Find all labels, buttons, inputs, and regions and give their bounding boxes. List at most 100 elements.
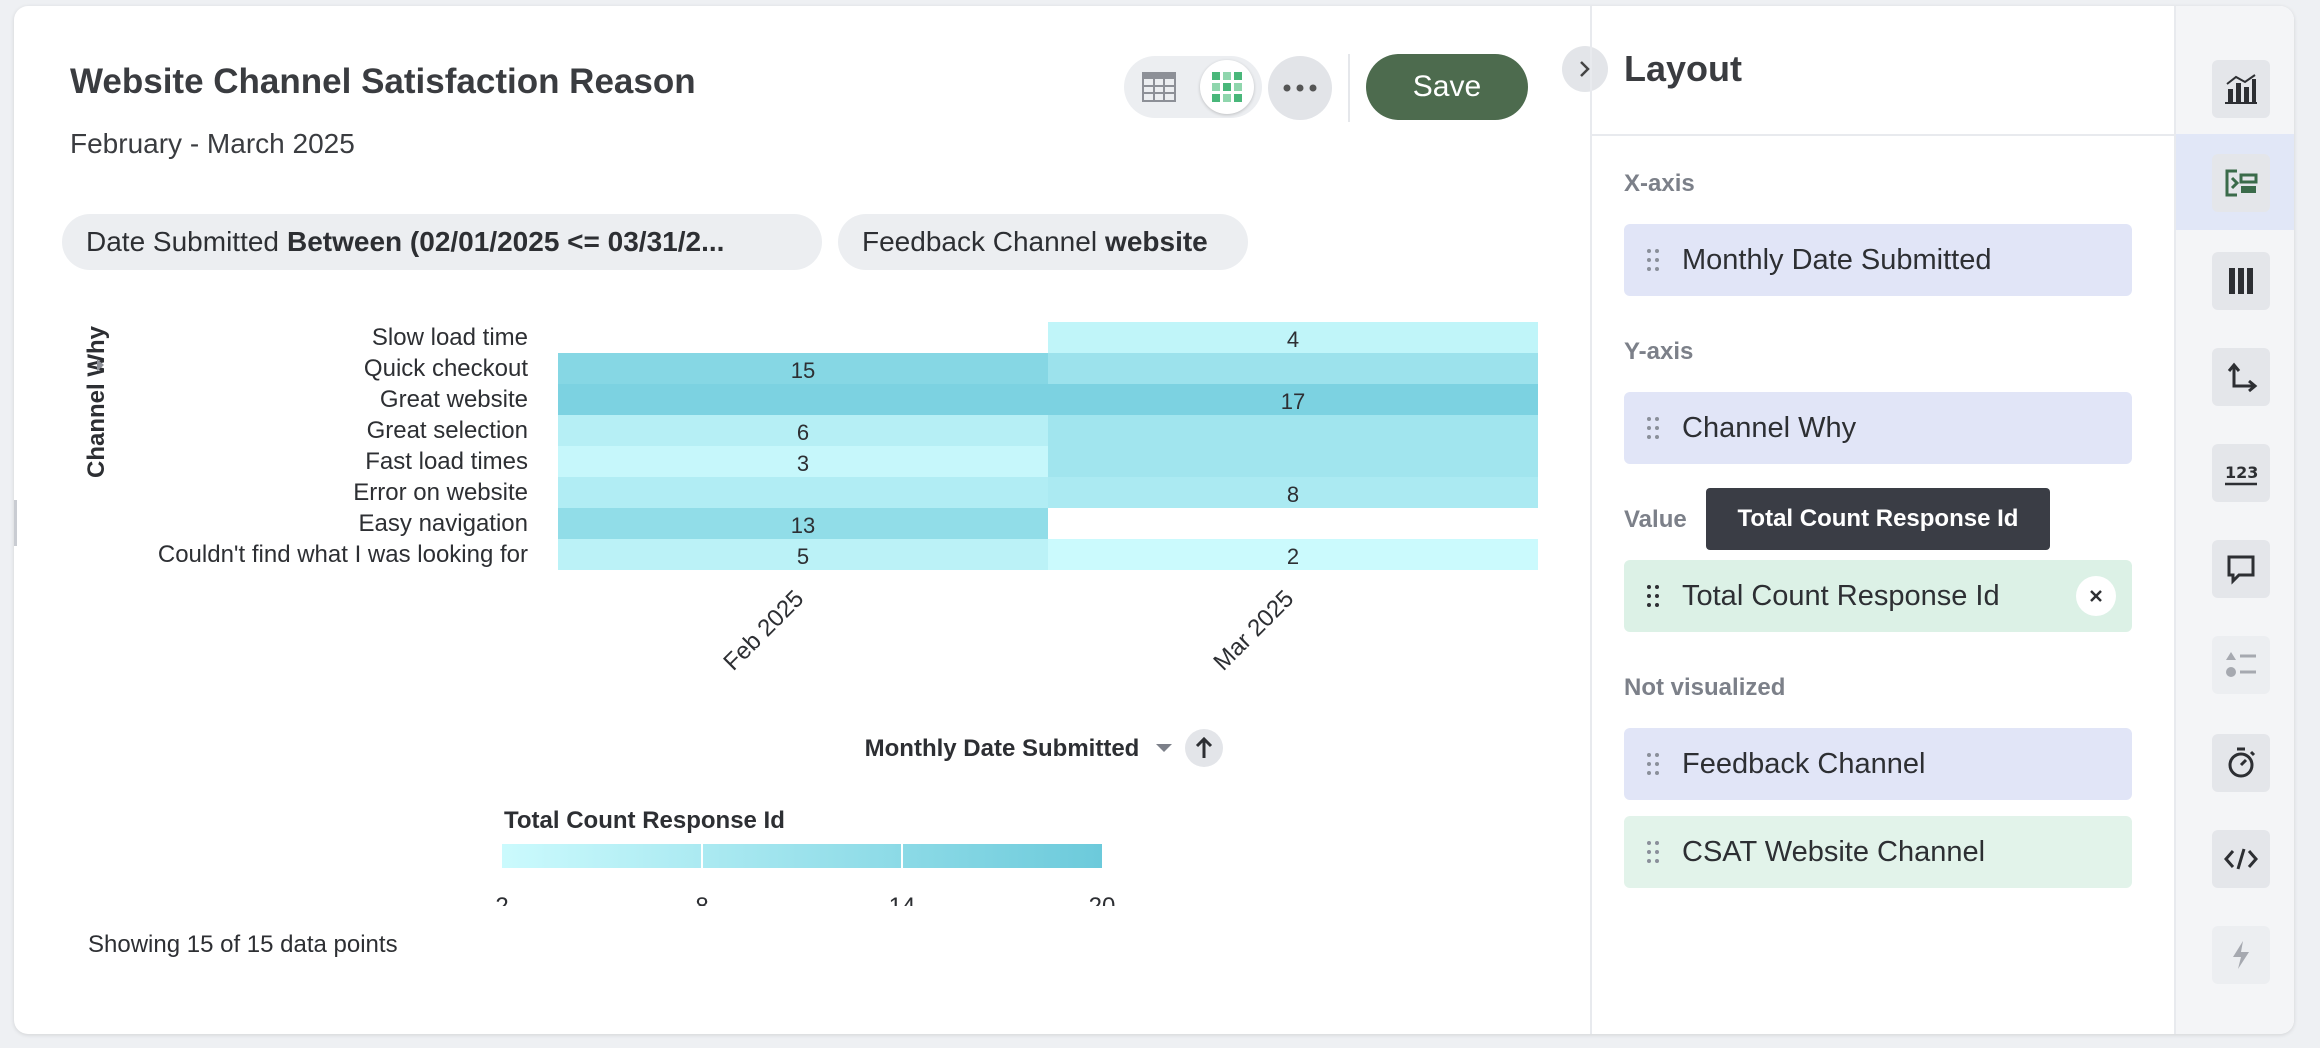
heatmap-cell[interactable]: [1048, 384, 1538, 415]
list-button[interactable]: [2212, 636, 2270, 694]
filter-value: Between (02/01/2025 <= 03/31/2...: [287, 226, 725, 257]
cell-label: 17: [1281, 389, 1305, 414]
chart-icon: [2225, 74, 2257, 104]
legend-tick-label: 2: [495, 893, 508, 906]
cell-label: 6: [797, 420, 809, 445]
x-tick-label: Feb 2025: [718, 585, 809, 676]
chevron-right-icon: [1580, 61, 1590, 77]
heatmap-chart: Channel Why 4 15 17 6 3 8 13 5 2 Slow load time Qui…: [83, 322, 1538, 906]
heatmap-grid-icon: [1212, 72, 1242, 102]
close-icon: [2090, 590, 2102, 602]
number-format-button[interactable]: 123: [2212, 444, 2270, 502]
legend-tick-label: 14: [889, 893, 916, 906]
timer-icon: [2228, 747, 2256, 778]
save-button[interactable]: Save: [1366, 54, 1528, 120]
table-view-button[interactable]: [1132, 60, 1186, 114]
not-visualized-field[interactable]: CSAT Website Channel: [1624, 816, 2132, 888]
sort-dropdown-icon[interactable]: [1156, 744, 1172, 752]
heatmap-cell[interactable]: [1048, 446, 1538, 477]
axes-button[interactable]: [2212, 348, 2270, 406]
legend-tick-label: 8: [695, 893, 708, 906]
code-icon: [2224, 848, 2258, 870]
bolt-button[interactable]: [2212, 926, 2270, 984]
y-tick-label: Fast load times: [365, 448, 528, 475]
heatmap-cell[interactable]: [558, 539, 1048, 570]
cell-label: 15: [791, 358, 815, 383]
cell-label: 4: [1287, 327, 1299, 352]
columns-icon: [2229, 268, 2253, 294]
ellipsis-icon: [1283, 84, 1317, 92]
table-icon: [1142, 72, 1176, 102]
collapse-panel-button[interactable]: [1562, 46, 1608, 92]
tool-rail: 123: [2174, 6, 2294, 1034]
x-axis-field[interactable]: Monthly Date Submitted: [1624, 224, 2132, 296]
heatmap-cell[interactable]: [558, 508, 1048, 539]
field-name: Monthly Date Submitted: [1682, 243, 1992, 276]
left-resize-edge[interactable]: [14, 500, 17, 546]
filter-chip-date-submitted[interactable]: Date Submitted Between (02/01/2025 <= 03…: [62, 214, 822, 270]
legend-tick-label: 20: [1089, 893, 1116, 906]
cell-label: 3: [797, 451, 809, 476]
timer-button[interactable]: [2212, 734, 2270, 792]
drag-handle-icon[interactable]: [1624, 584, 1682, 608]
code-button[interactable]: [2212, 830, 2270, 888]
cell-label: 2: [1287, 544, 1299, 569]
legend-title: Total Count Response Id: [504, 807, 785, 834]
columns-button[interactable]: [2212, 252, 2270, 310]
bolt-icon: [2233, 941, 2249, 969]
y-axis-expand-icon[interactable]: [97, 359, 104, 371]
cell-label: 8: [1287, 482, 1299, 507]
list-icon: [2226, 652, 2256, 677]
remove-field-button[interactable]: [2076, 576, 2116, 616]
filter-label: Date Submitted: [86, 226, 279, 257]
page-subtitle: February - March 2025: [70, 128, 355, 159]
svg-text:123: 123: [2225, 463, 2258, 482]
comment-icon: [2227, 555, 2255, 585]
filter-label: Feedback Channel: [862, 226, 1098, 257]
chart-card: Website Channel Satisfaction Reason Febr…: [14, 6, 2294, 1034]
axes-icon: [2227, 362, 2258, 393]
drag-handle-icon[interactable]: [1624, 840, 1682, 864]
arrow-up-icon: [1195, 736, 1213, 758]
not-visualized-field[interactable]: Feedback Channel: [1624, 728, 2132, 800]
cell-label: 13: [791, 513, 815, 538]
heatmap-cell[interactable]: [558, 384, 1048, 415]
drag-handle-icon[interactable]: [1624, 248, 1682, 272]
layout-swap-icon: [2225, 169, 2258, 197]
heatmap-view-button[interactable]: [1200, 60, 1254, 114]
filter-value: website: [1105, 226, 1208, 257]
chart-type-button[interactable]: [2212, 60, 2270, 118]
cell-label: 5: [797, 544, 809, 569]
heatmap-cell[interactable]: [1048, 477, 1538, 508]
header-divider: [1348, 54, 1350, 122]
more-options-button[interactable]: [1268, 56, 1332, 120]
y-tick-label: Great selection: [367, 417, 528, 444]
view-toggle: [1124, 56, 1262, 118]
layout-button[interactable]: [2212, 154, 2270, 212]
heatmap-cell[interactable]: [1048, 415, 1538, 446]
layout-panel-title: Layout: [1624, 48, 1743, 89]
not-visualized-label: Not visualized: [1624, 674, 1786, 701]
page-title: Website Channel Satisfaction Reason: [70, 62, 696, 101]
drag-handle-icon[interactable]: [1624, 752, 1682, 776]
legend-color-bar: [502, 844, 1102, 868]
field-name: CSAT Website Channel: [1682, 835, 1986, 868]
data-points-note: Showing 15 of 15 data points: [88, 931, 398, 958]
comment-button[interactable]: [2212, 540, 2270, 598]
panel-divider: [1592, 134, 2176, 136]
y-tick-label: Couldn't find what I was looking for: [158, 541, 528, 568]
filter-chip-feedback-channel[interactable]: Feedback Channel website: [838, 214, 1248, 270]
heatmap-cell[interactable]: [1048, 539, 1538, 570]
heatmap-cell[interactable]: [558, 446, 1048, 477]
heatmap-cell[interactable]: [1048, 353, 1538, 384]
y-axis-field[interactable]: Channel Why: [1624, 392, 2132, 464]
heatmap-cell[interactable]: [558, 477, 1048, 508]
value-field[interactable]: Total Count Response Id: [1624, 560, 2132, 632]
heatmap-cell[interactable]: [558, 415, 1048, 446]
heatmap-cell[interactable]: [558, 353, 1048, 384]
heatmap-cell[interactable]: [1048, 322, 1538, 353]
field-name: Total Count Response Id: [1682, 579, 2000, 612]
drag-handle-icon[interactable]: [1624, 416, 1682, 440]
value-label: Value: [1624, 506, 1687, 533]
field-name: Channel Why: [1682, 411, 1857, 444]
